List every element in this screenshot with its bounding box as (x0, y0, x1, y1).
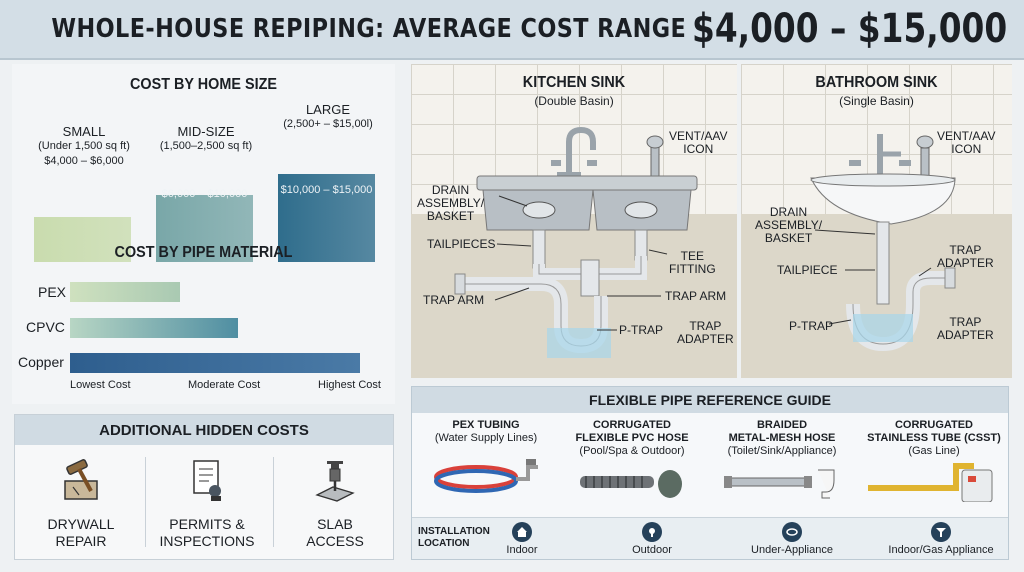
hammer-icon (64, 459, 98, 500)
bathroom-adapter-bottom-label: TRAP ADAPTER (937, 315, 994, 342)
page-title: WHOLE-HOUSE REPIPING: AVERAGE COST RANGE (51, 14, 686, 44)
kitchen-sink-illustration (454, 126, 698, 358)
location-indoor-gas: Indoor/Gas Appliance (876, 522, 1006, 556)
home-size-label-small: SMALL (Under 1,500 sq ft) $4,000 – $6,00… (38, 124, 130, 167)
material-axis-mid: Moderate Cost (188, 379, 261, 391)
title-banner: WHOLE-HOUSE REPIPING: AVERAGE COST RANGE… (0, 0, 1024, 60)
gas-appliance-icon (931, 522, 951, 542)
guide-pvc-hose: CORRUGATED FLEXIBLE PVC HOSE (Pool/Spa &… (562, 419, 702, 507)
home-size-bar-small (34, 217, 131, 262)
permit-document-icon (193, 460, 221, 501)
location-indoor: Indoor (502, 522, 542, 556)
hidden-costs-title: ADDITIONAL HIDDEN COSTS (15, 415, 393, 445)
divider (273, 457, 274, 547)
home-size-label-mid: MID-SIZE (1,500–2,500 sq ft) (159, 124, 253, 152)
material-axis-high: Highest Cost (318, 379, 381, 391)
guide-title: FLEXIBLE PIPE REFERENCE GUIDE (412, 387, 1008, 413)
outdoor-icon (642, 522, 662, 542)
kitchen-sink-title: KITCHEN SINK (522, 74, 626, 91)
material-bar-cpvc (70, 318, 238, 338)
appliance-icon (782, 522, 802, 542)
hidden-costs-panel: ADDITIONAL HIDDEN COSTS DRYWALL REPAIR PE… (14, 414, 394, 560)
divider (145, 457, 146, 547)
kitchen-adapter-label: TRAP ADAPTER (677, 319, 734, 346)
material-bar-pex (70, 282, 180, 302)
kitchen-ptrap-label: P-TRAP (619, 323, 664, 337)
guide-pex: PEX TUBING (Water Supply Lines) (416, 419, 556, 504)
location-under-appliance: Under-Appliance (742, 522, 842, 556)
guide-braided-hose: BRAIDED METAL-MESH HOSE (Toilet/Sink/App… (712, 419, 852, 507)
pipe-reference-guide: FLEXIBLE PIPE REFERENCE GUIDE PEX TUBING… (411, 386, 1009, 560)
bathroom-sink-subtitle: (Single Basin) (839, 94, 914, 108)
installation-location-label: INSTALLATION LOCATION (418, 526, 490, 549)
guide-csst: CORRUGATED STAINLESS TUBE (CSST) (Gas Li… (864, 419, 1004, 507)
bathroom-sink-title: BATHROOM SINK (815, 74, 938, 91)
kitchen-trap-arm-left-label: TRAP ARM (423, 293, 485, 307)
kitchen-trap-arm-right-label: TRAP ARM (665, 289, 727, 303)
home-size-chart: SMALL (Under 1,500 sq ft) $4,000 – $6,00… (34, 102, 394, 262)
material-bar-copper (70, 353, 360, 373)
kitchen-sink-subtitle: (Double Basin) (534, 94, 614, 108)
bathroom-sink-illustration (810, 134, 956, 352)
home-size-value-large: $10,000 – $15,000 (280, 184, 373, 196)
hidden-cost-permits: PERMITS & INSPECTIONS (147, 457, 267, 550)
jackhammer-icon (315, 461, 355, 502)
home-size-bar-large (278, 174, 375, 262)
bathroom-ptrap-label: P-TRAP (789, 319, 834, 333)
kitchen-vent-label: VENT/AAV ICON (669, 129, 728, 156)
home-size-bar-mid (156, 195, 253, 262)
cost-range-title: $4,000 – $15,000 (691, 6, 1008, 52)
material-axis-low: Lowest Cost (70, 379, 131, 391)
material-label-pex: PEX (38, 284, 67, 300)
installation-location-row: INSTALLATION LOCATION Indoor Outdoor Unde… (412, 517, 1008, 559)
kitchen-drain-label: DRAIN ASSEMBLY/BASKET (417, 183, 485, 223)
bathroom-drain-label: DRAIN ASSEMBLY/BASKET (755, 205, 823, 245)
home-size-label-large: LARGE (2,500+ – $15,00l) (283, 102, 373, 130)
material-label-copper: Copper (18, 354, 64, 370)
home-icon (512, 522, 532, 542)
material-label-cpvc: CPVC (26, 319, 65, 335)
pex-tubing-icon (434, 459, 538, 493)
material-title: COST BY PIPE MATERIAL (114, 244, 293, 261)
home-size-value-mid: $6,000 – $10,000 (161, 188, 248, 200)
bathroom-adapter-top-label: TRAP ADAPTER (937, 243, 994, 270)
hidden-cost-slab: SLAB ACCESS (275, 457, 395, 550)
bathroom-vent-label: VENT/AAV ICON (937, 129, 996, 156)
csst-tube-icon (868, 463, 993, 503)
bathroom-sink-diagram: BATHROOM SINK (Single Basin) VENT/AAV ICO… (741, 64, 1012, 378)
hidden-cost-drywall: DRYWALL REPAIR (21, 457, 141, 550)
bathroom-tailpiece-label: TAILPIECE (777, 263, 838, 277)
kitchen-tailpieces-label: TAILPIECES (427, 237, 496, 251)
braided-hose-icon (724, 469, 835, 499)
home-size-title: COST BY HOME SIZE (130, 76, 277, 93)
pvc-hose-icon (580, 470, 682, 498)
location-outdoor: Outdoor (622, 522, 682, 556)
kitchen-sink-diagram: KITCHEN SINK (Double Basin) VE (411, 64, 737, 378)
kitchen-tee-label: TEE FITTING (669, 249, 716, 276)
cost-charts-panel: COST BY HOME SIZE SMALL (Under 1,500 sq … (12, 64, 395, 404)
